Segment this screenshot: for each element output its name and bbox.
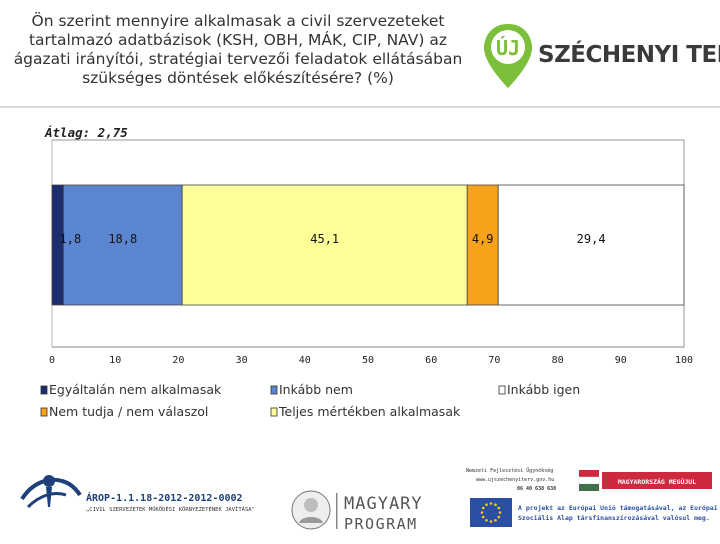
nfu-name: Nemzeti Fejlesztési Ügynökség <box>466 467 553 474</box>
chart-panel: Átlag: 2,75 1,8 18,8 45,1 4,9 29,4 0 10 20 30 40… <box>40 122 705 442</box>
x-tick-label-60: 60 <box>425 355 437 366</box>
header-divider <box>0 106 720 108</box>
logo-text: SZÉCHENYI TERV <box>538 42 720 68</box>
chart-question-title: Ön szerint mennyire alkalmasak a civil s… <box>13 12 463 87</box>
eu-text-line1: A projekt az Európai Unió támogatásával,… <box>518 504 718 512</box>
legend-label-4: Nem tudja / nem válaszol <box>49 404 208 419</box>
szechenyi-terv-logo: ÚJ SZÉCHENYI TERV <box>482 22 720 92</box>
stacked-bar-chart: Átlag: 2,75 1,8 18,8 45,1 4,9 29,4 0 10 20 30 40… <box>40 125 693 419</box>
eu-star <box>494 503 497 507</box>
eu-star <box>480 511 484 514</box>
x-tick-label-20: 20 <box>172 355 184 366</box>
magyary-line2: PROGRAM <box>344 515 418 533</box>
legend-label-1: Egyáltalán nem alkalmasak <box>49 382 222 397</box>
eu-star <box>497 515 501 519</box>
bar-value-label-3: 45,1 <box>310 232 339 246</box>
map-pin-icon: ÚJ <box>484 24 532 88</box>
footer: ÁROP-1.1.18-2012-2012-0002 „CIVIL SZERVE… <box>0 455 720 540</box>
logo-badge-text: ÚJ <box>496 36 520 60</box>
x-tick-label-30: 30 <box>236 355 248 366</box>
x-tick-label-100: 100 <box>675 355 693 366</box>
eu-star <box>489 502 493 505</box>
arop-emblem-icon <box>20 475 82 509</box>
eu-star <box>481 506 485 510</box>
eu-star <box>498 511 502 514</box>
legend-swatch-2 <box>270 385 278 395</box>
legend-swatch-3 <box>270 407 278 417</box>
eu-flag-icon <box>470 498 512 527</box>
bar-value-label-5: 29,4 <box>577 232 606 246</box>
chart-legend: Egyáltalán nem alkalmasak Inkább nem Inkáb… <box>40 382 580 419</box>
bar-value-labels: 1,8 18,8 45,1 4,9 29,4 <box>60 232 606 246</box>
magyary-divider <box>336 493 338 529</box>
bar-value-label-2: 18,8 <box>108 232 137 246</box>
x-tick-label-50: 50 <box>362 355 374 366</box>
hungary-banner-text: MAGYARORSZÁG MEGÚJUL <box>618 477 696 486</box>
magyary-line1: MAGYARY <box>344 494 423 514</box>
eu-star <box>494 518 497 522</box>
nfu-web: www.ujszechenyiterv.gov.hu <box>476 477 554 483</box>
bar-segment-2 <box>62 184 183 306</box>
legend-label-2: Inkább nem <box>279 382 353 397</box>
footer-logos: ÁROP-1.1.18-2012-2012-0002 „CIVIL SZERVE… <box>20 467 718 533</box>
arop-subtitle: „CIVIL SZERVEZETEK MŰKÖDÉSI KÖRNYEZETÉNE… <box>86 505 255 513</box>
legend-swatch-5 <box>498 385 506 395</box>
legend-swatch-1 <box>40 385 48 395</box>
magyary-portrait-icon <box>291 490 331 530</box>
hungary-banner <box>602 472 712 489</box>
header: Ön szerint mennyire alkalmasak a civil s… <box>0 0 720 108</box>
average-label: Átlag: 2,75 <box>44 125 128 140</box>
nfu-phone: 06 40 638 638 <box>517 486 556 492</box>
bar-segment-5 <box>497 184 685 306</box>
bar-segments <box>51 184 685 306</box>
eu-star <box>481 515 485 519</box>
legend-label-3: Teljes mértékben alkalmasak <box>278 404 461 419</box>
x-tick-label-70: 70 <box>488 355 500 366</box>
x-tick-label-80: 80 <box>552 355 564 366</box>
eu-star <box>485 503 488 507</box>
legend-swatch-4 <box>40 407 48 417</box>
x-tick-label-90: 90 <box>615 355 627 366</box>
x-tick-label-10: 10 <box>109 355 121 366</box>
bar-value-label-1: 1,8 <box>60 232 82 246</box>
x-tick-label-40: 40 <box>299 355 311 366</box>
eu-star <box>489 520 493 523</box>
eu-star <box>485 518 488 522</box>
legend-label-5: Inkább igen <box>507 382 580 397</box>
eu-star <box>497 506 501 510</box>
x-axis-ticks: 0 10 20 30 40 50 60 70 80 90 100 <box>49 355 693 366</box>
eu-text-line2: Szociális Alap társfinanszírozásával val… <box>518 514 710 522</box>
arop-title: ÁROP-1.1.18-2012-2012-0002 <box>86 491 243 504</box>
x-tick-label-0: 0 <box>49 355 55 366</box>
bar-segment-3 <box>181 184 468 306</box>
bar-value-label-4: 4,9 <box>472 232 494 246</box>
hungarian-flag-icon <box>578 470 600 491</box>
